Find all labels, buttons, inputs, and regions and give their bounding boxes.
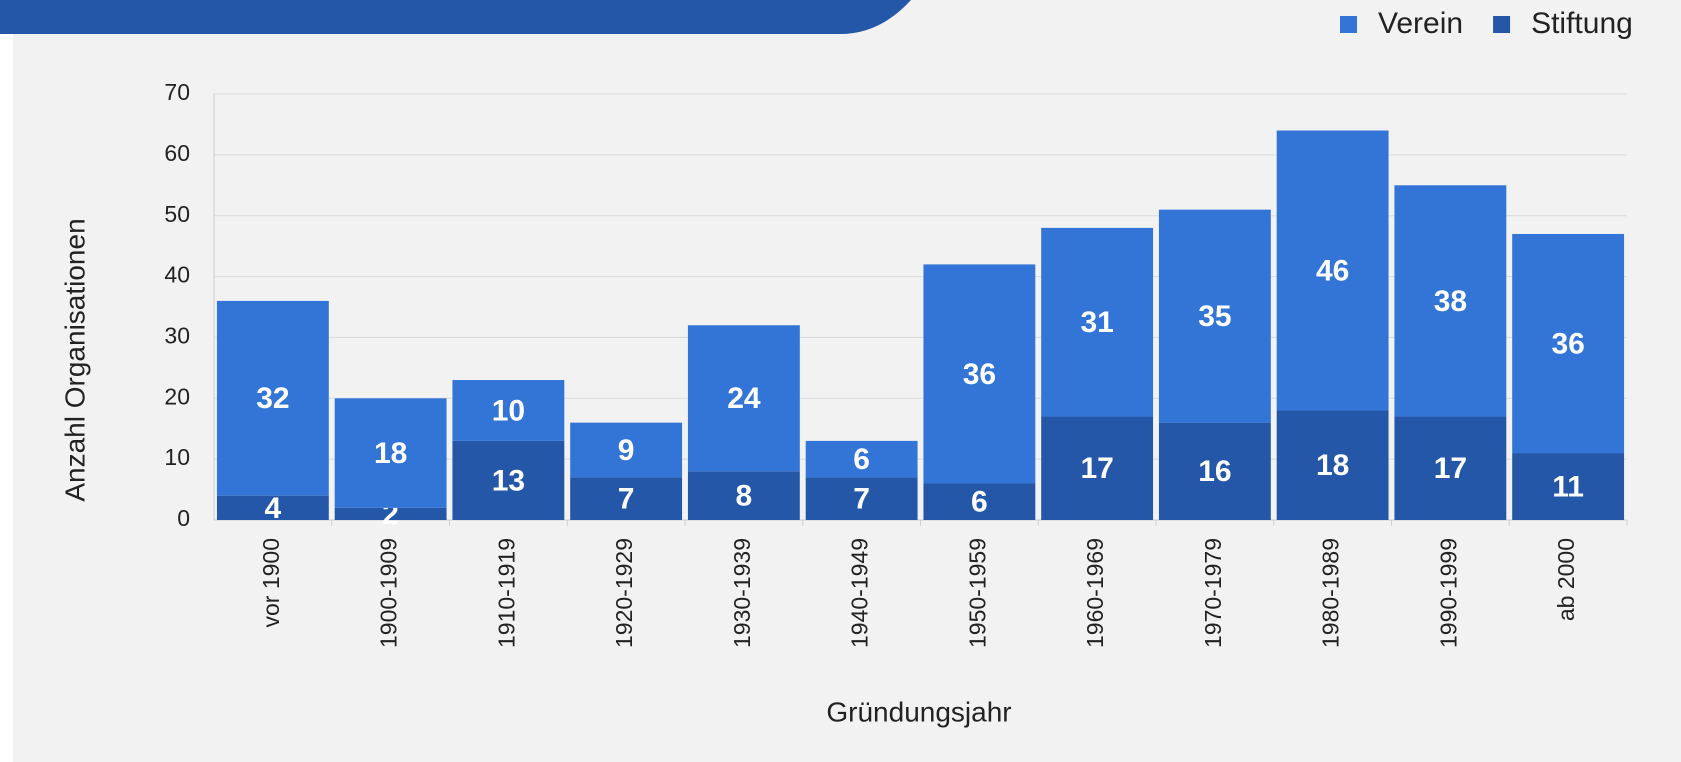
bar-segment [570, 422, 683, 478]
value-label: 6 [971, 486, 988, 519]
value-label: 35 [1198, 300, 1231, 333]
y-tick-label: 60 [164, 140, 190, 166]
bar-segment [1276, 410, 1389, 520]
bar-segment [923, 264, 1036, 484]
value-label: 7 [853, 483, 870, 516]
value-label: 17 [1080, 452, 1113, 485]
bar-segment [1041, 227, 1154, 417]
legend-swatch [1340, 16, 1357, 33]
value-label: 6 [853, 443, 870, 476]
y-tick-label: 30 [164, 323, 190, 349]
bar-segment [216, 300, 329, 496]
value-label: 11 [1552, 470, 1584, 503]
value-label: 13 [492, 464, 525, 497]
value-label: 9 [618, 434, 635, 467]
bar-segment [570, 477, 683, 520]
x-tick-label: 1910-1919 [493, 538, 519, 648]
legend-label: Verein [1378, 7, 1463, 40]
bar-segment [1394, 185, 1507, 417]
value-label: 10 [492, 394, 525, 427]
bar-segment [1041, 416, 1154, 520]
legend-label: Stiftung [1531, 7, 1633, 40]
x-tick-label: vor 1900 [258, 538, 284, 628]
bar-segment [1512, 233, 1625, 454]
bar-segment [687, 325, 800, 472]
x-tick-label: 1930-1939 [729, 538, 755, 648]
legend-swatch [1493, 16, 1511, 33]
value-label: 36 [963, 358, 996, 391]
bar-segment [687, 471, 800, 520]
value-label: 46 [1316, 254, 1349, 287]
value-label: 38 [1434, 285, 1467, 318]
bar-segment [805, 477, 918, 520]
value-label: 36 [1551, 327, 1584, 360]
x-tick-label: ab 2000 [1553, 538, 1579, 621]
value-label: 32 [256, 382, 289, 415]
value-label: 24 [727, 382, 761, 415]
value-label: 18 [1316, 449, 1349, 482]
value-label: 7 [618, 483, 635, 516]
bar-segment [1394, 416, 1507, 520]
x-tick-label: 1920-1929 [611, 538, 637, 648]
x-tick-label: 1980-1989 [1318, 538, 1344, 648]
x-tick-label: 1950-1959 [964, 538, 990, 648]
bar-segment [923, 483, 1036, 520]
bar-segment [1512, 453, 1625, 520]
bar-segment [1158, 422, 1271, 520]
x-tick-label: 1990-1999 [1435, 538, 1461, 648]
bar-segment [334, 398, 447, 508]
y-tick-label: 20 [164, 383, 190, 409]
x-tick-label: 1960-1969 [1082, 538, 1108, 648]
bar-segment [805, 440, 918, 478]
banner [0, 0, 911, 34]
bar-segment [216, 495, 329, 520]
side-strip [0, 0, 13, 762]
bar-segment [334, 507, 447, 520]
value-label: 17 [1434, 452, 1467, 485]
y-axis-label: Anzahl Organisationen [59, 218, 90, 501]
x-tick-label: 1940-1949 [847, 538, 873, 648]
bar-segment [452, 380, 565, 441]
value-label: 16 [1198, 455, 1231, 488]
bar-segment [1276, 130, 1389, 411]
value-label: 31 [1080, 306, 1113, 339]
y-tick-label: 0 [177, 505, 190, 531]
y-tick-label: 70 [164, 79, 190, 105]
y-tick-label: 50 [164, 201, 190, 227]
x-tick-label: 1970-1979 [1200, 538, 1226, 648]
value-label: 18 [374, 437, 407, 470]
x-tick-label: 1900-1909 [376, 538, 402, 648]
bar-segment [1158, 209, 1271, 423]
value-label: 8 [736, 480, 753, 513]
bar-segment [452, 440, 565, 520]
x-axis-label: Gründungsjahr [826, 696, 1011, 727]
y-tick-label: 40 [164, 262, 190, 288]
value-label: 4 [265, 492, 282, 525]
y-tick-label: 10 [164, 444, 190, 470]
